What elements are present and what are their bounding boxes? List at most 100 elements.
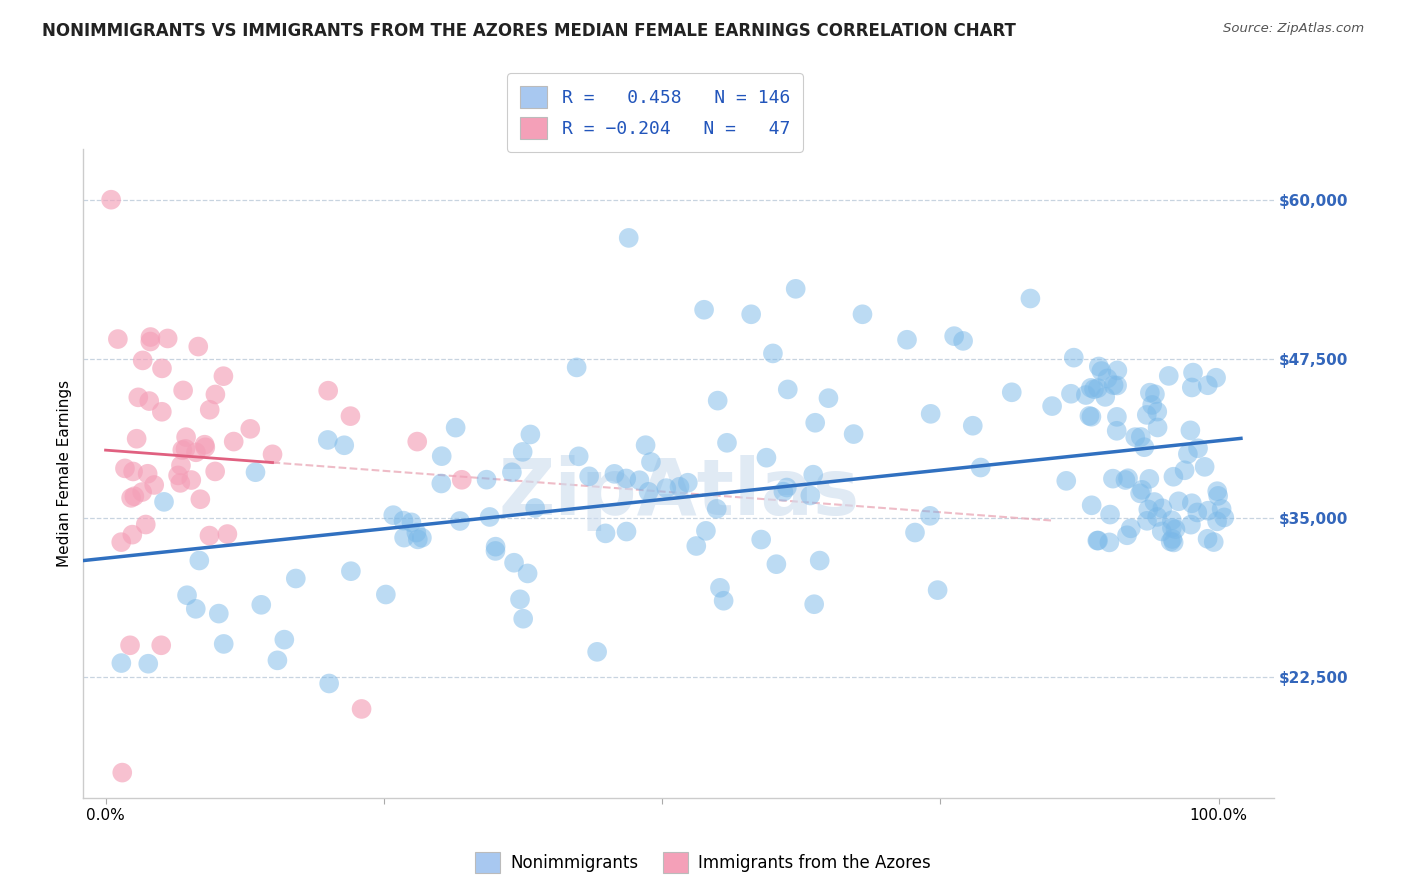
Point [765,557,787,571]
Point [716,435,738,450]
Point [969,460,991,475]
Point [131,485,153,500]
Point [392,514,415,528]
Point [519,427,541,442]
Point [194,438,217,452]
Point [1187,442,1209,456]
Point [1001,385,1024,400]
Point [685,539,707,553]
Point [1146,420,1168,434]
Point [198,402,221,417]
Point [484,540,506,554]
Point [1085,533,1108,548]
Point [401,516,423,530]
Point [614,471,637,485]
Point [578,469,600,483]
Point [1105,424,1128,438]
Point [411,531,433,545]
Point [121,527,143,541]
Point [749,533,772,547]
Point [208,607,231,621]
Point [799,488,821,502]
Point [1098,535,1121,549]
Point [172,384,194,398]
Point [150,638,173,652]
Point [174,442,197,456]
Point [170,458,193,473]
Point [512,445,534,459]
Point [927,583,949,598]
Point [1174,463,1197,477]
Point [114,461,136,475]
Point [1180,423,1202,437]
Point [150,361,173,376]
Point [1152,501,1174,516]
Point [616,524,638,539]
Point [172,442,194,457]
Point [374,587,396,601]
Point [637,484,659,499]
Point [125,432,148,446]
Point [136,657,159,671]
Point [803,597,825,611]
Point [695,524,717,538]
Point [512,612,534,626]
Point [204,387,226,401]
Text: Source: ZipAtlas.com: Source: ZipAtlas.com [1223,22,1364,36]
Point [188,553,211,567]
Point [1164,522,1187,536]
Point [406,533,429,547]
Point [245,465,267,479]
Point [176,588,198,602]
Point [127,390,149,404]
Point [1206,514,1229,528]
Point [1182,366,1205,380]
Point [167,468,190,483]
Point [120,491,142,505]
Point [1197,378,1219,392]
Point [1116,528,1139,542]
Point [595,526,617,541]
Point [586,645,609,659]
Point [1140,398,1163,412]
Point [1054,474,1077,488]
Point [406,434,429,449]
Point [1213,510,1236,524]
Point [110,656,132,670]
Point [1099,508,1122,522]
Point [762,346,785,360]
Point [150,405,173,419]
Point [772,484,794,499]
Point [842,427,865,442]
Point [1206,489,1229,503]
Point [1129,486,1152,500]
Legend: Nonimmigrants, Immigrants from the Azores: Nonimmigrants, Immigrants from the Azore… [468,846,938,880]
Point [444,420,467,434]
Point [1080,409,1102,424]
Point [111,765,134,780]
Point [740,307,762,321]
Point [1180,517,1202,532]
Point [603,467,626,481]
Point [478,510,501,524]
Point [568,450,591,464]
Point [339,409,361,424]
Point [340,564,363,578]
Point [634,438,657,452]
Point [1187,505,1209,519]
Point [804,416,827,430]
Point [1160,534,1182,549]
Point [392,531,415,545]
Point [1107,363,1129,377]
Point [1161,532,1184,546]
Point [1146,404,1168,418]
Point [1130,483,1153,497]
Point [617,231,640,245]
Point [212,369,235,384]
Point [333,438,356,452]
Point [655,481,678,495]
Point [143,478,166,492]
Point [250,598,273,612]
Point [1080,381,1102,395]
Point [693,302,716,317]
